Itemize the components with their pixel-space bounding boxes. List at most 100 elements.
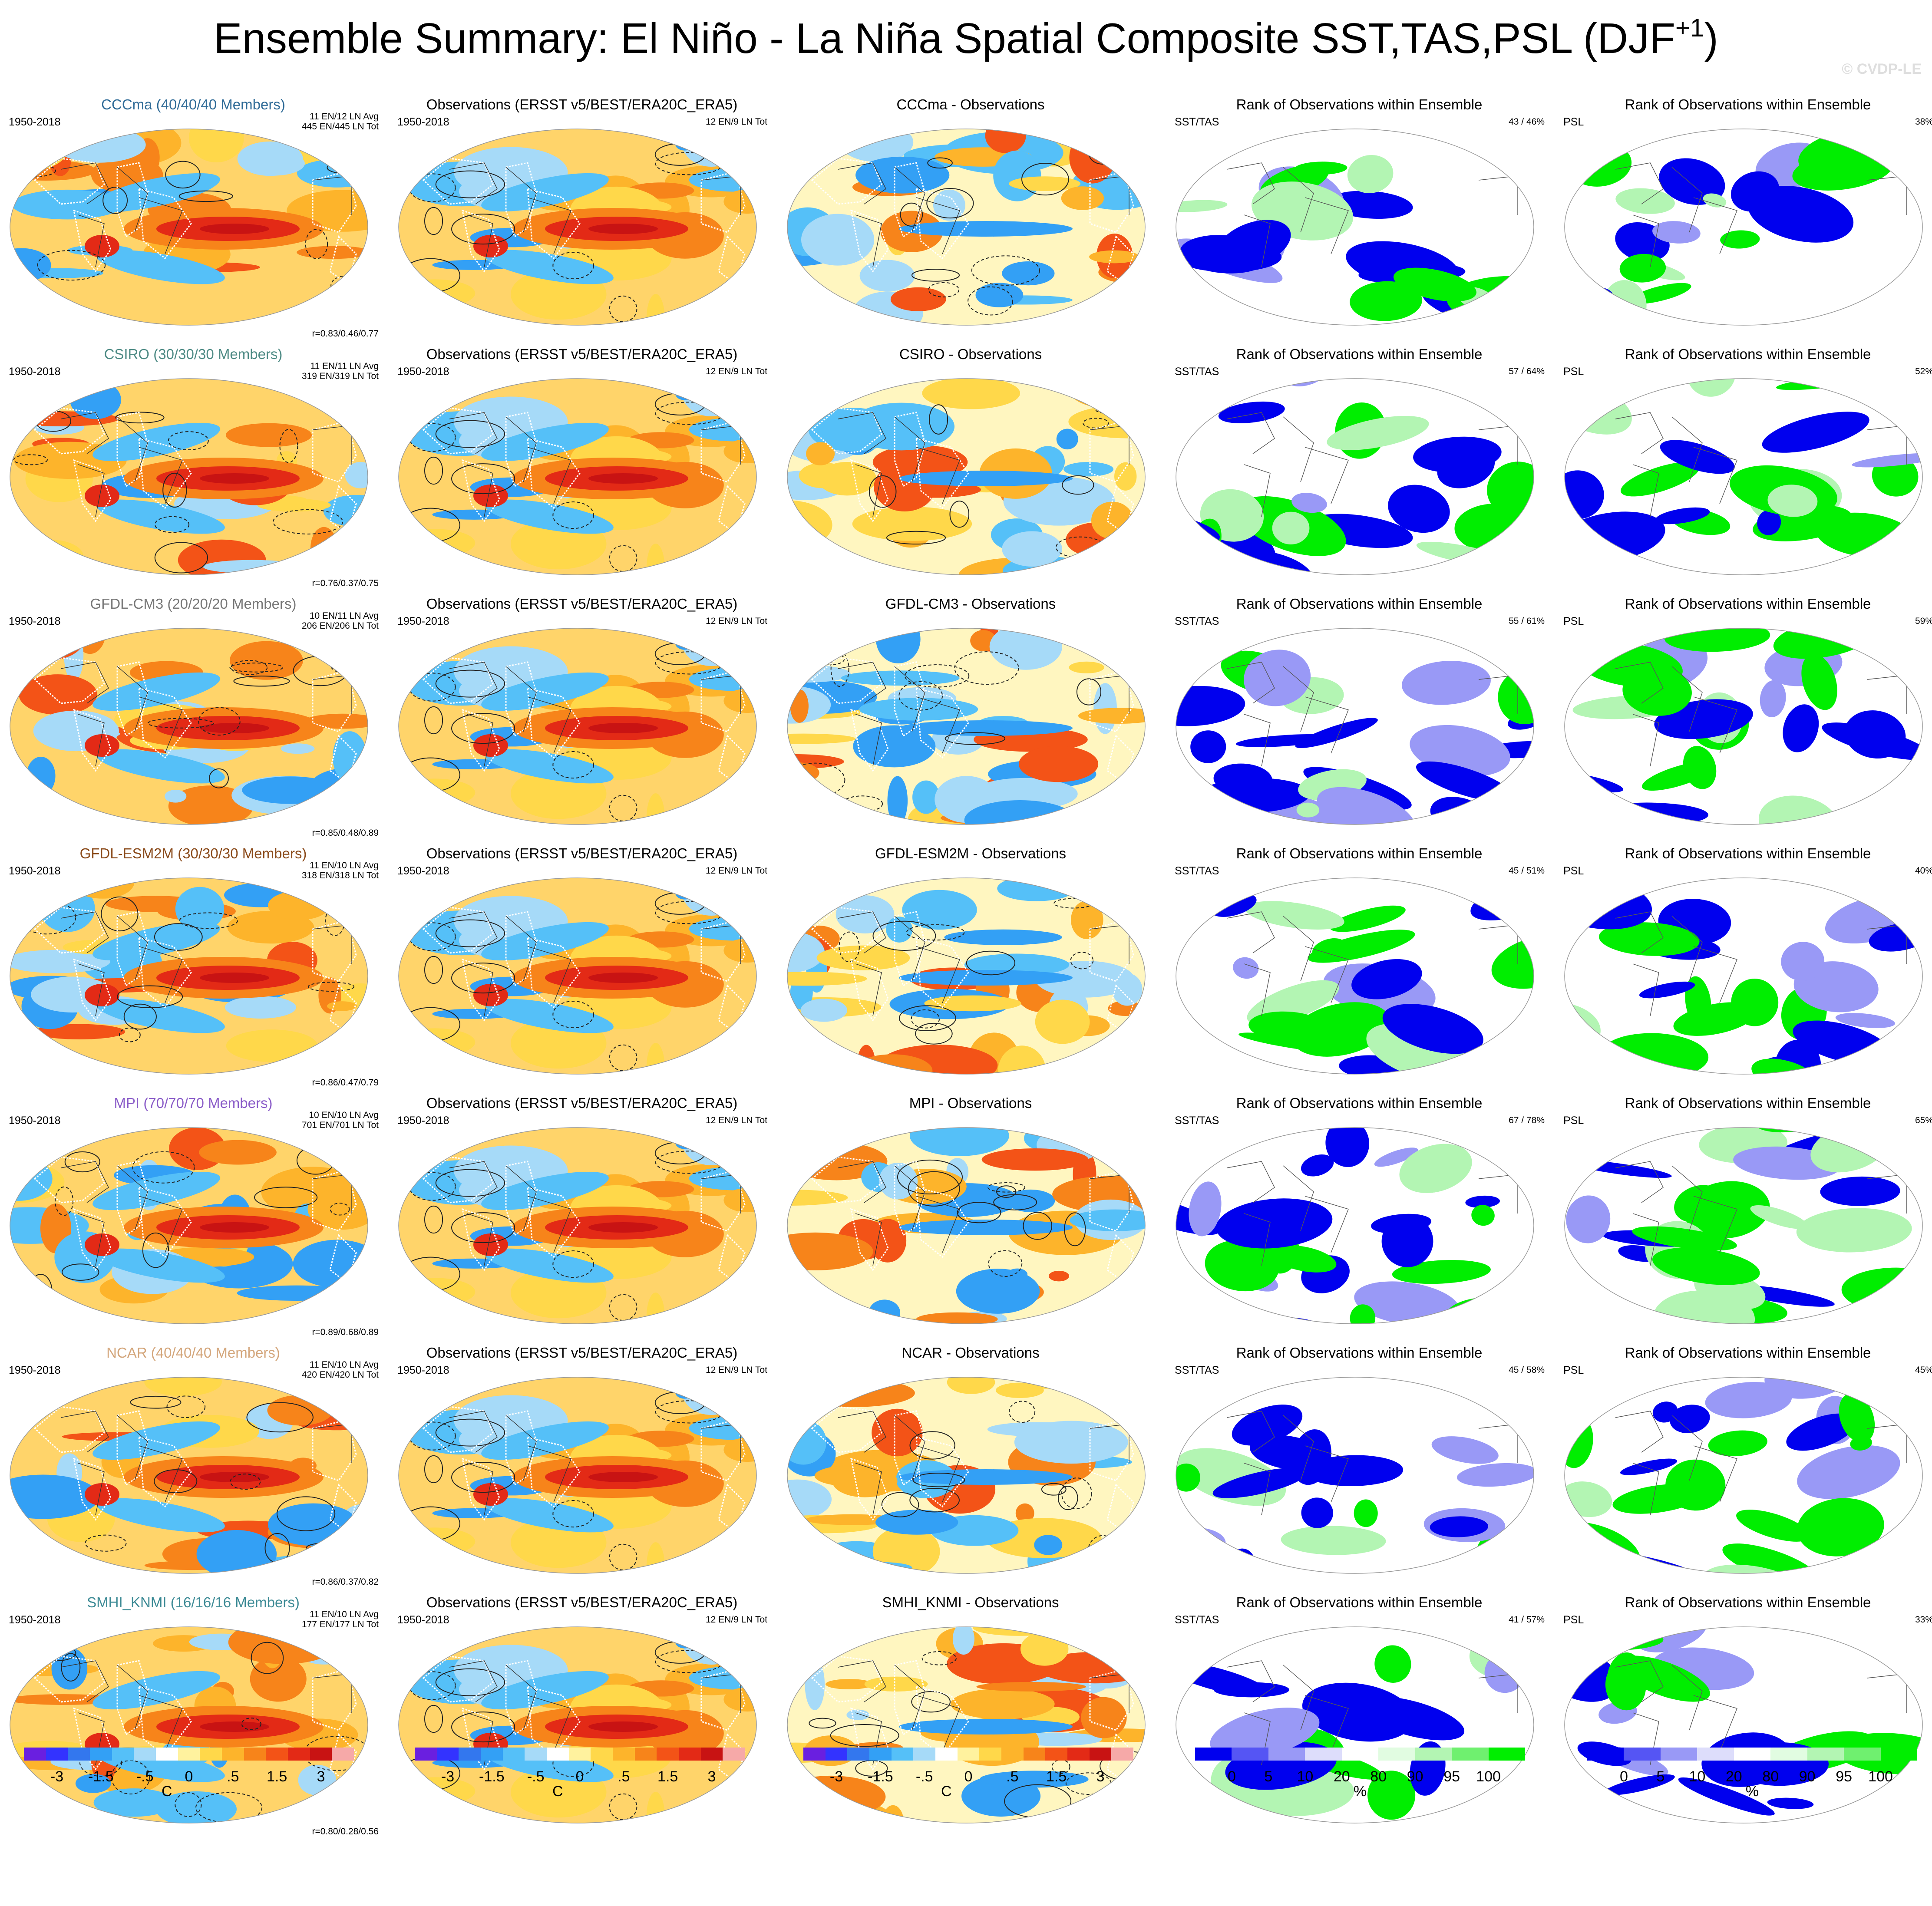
ensemble-map: [9, 1127, 369, 1325]
diff-map-graphic: [787, 628, 1146, 825]
variable-label: SST/TAS: [1175, 615, 1219, 627]
colorbar-tick-label: 5: [1264, 1768, 1273, 1785]
colorbar-swatch: [1624, 1748, 1661, 1761]
rank-percent: 45 / 51%: [1509, 866, 1545, 876]
period-label: 1950-2018: [9, 615, 61, 627]
colorbar-swatch: [1734, 1748, 1771, 1761]
colorbar-swatch: [90, 1748, 112, 1761]
observations-title: Observations (ERSST v5/BEST/ERA20C_ERA5): [426, 1345, 738, 1361]
ens-map-graphic: [10, 129, 368, 326]
difference-map: [786, 1127, 1146, 1325]
member-counts: 10 EN/10 LN Avg 701 EN/701 LN Tot: [302, 1110, 379, 1130]
observations-title: Observations (ERSST v5/BEST/ERA20C_ERA5): [426, 346, 738, 362]
observations-panel: Observations (ERSST v5/BEST/ERA20C_ERA5)…: [389, 343, 775, 594]
difference-map: [786, 1626, 1146, 1824]
colorbar-tick-label: -.5: [136, 1768, 154, 1785]
rank-percent: 40%: [1915, 866, 1932, 876]
rank-map-graphic: [1176, 129, 1534, 326]
diff-map-graphic: [787, 1127, 1146, 1324]
observations-panel: Observations (ERSST v5/BEST/ERA20C_ERA5)…: [389, 93, 775, 344]
colorbar-swatch: [415, 1748, 437, 1761]
watermark: © CVDP-LE: [1842, 61, 1922, 77]
ensemble-panel: SMHI_KNMI (16/16/16 Members) 1950-2018 11 …: [0, 1591, 386, 1842]
colorbar-swatch: [1067, 1748, 1090, 1761]
colorbar-swatch: [1844, 1748, 1881, 1761]
count-line: 11 EN/11 LN Avg: [310, 361, 379, 371]
diff-map-graphic: [787, 877, 1146, 1075]
ensemble-map: [9, 128, 369, 326]
colorbar-tick-label: 20: [1725, 1768, 1742, 1785]
observations-title: Observations (ERSST v5/BEST/ERA20C_ERA5): [426, 96, 738, 112]
ensemble-map: [9, 378, 369, 576]
ens-map-graphic: [10, 628, 368, 825]
colorbar-swatch: [310, 1748, 332, 1761]
ensemble-title: NCAR (40/40/40 Members): [106, 1345, 280, 1361]
rank-psl-map: [1563, 627, 1924, 825]
colorbar-swatch: [525, 1748, 547, 1761]
colorbar-tick-label: 10: [1689, 1768, 1706, 1785]
rank-psl-panel: Rank of Observations within Ensemble PSL 4…: [1555, 842, 1932, 1093]
colorbar-swatch: [679, 1748, 701, 1761]
colorbar-swatch: [935, 1748, 958, 1761]
rank-psl-map: [1563, 1376, 1924, 1574]
colorbar-boxes: [415, 1748, 745, 1761]
period-label: 1950-2018: [397, 116, 449, 128]
colorbar-tick-label: 1.5: [1046, 1768, 1067, 1785]
rank-percent: 55 / 61%: [1509, 616, 1545, 626]
difference-map: [786, 1376, 1146, 1574]
rank-map-graphic: [1564, 378, 1923, 575]
colorbar-swatch: [913, 1748, 936, 1761]
colorbar-swatch: [1378, 1748, 1415, 1761]
period-label: 1950-2018: [9, 366, 61, 378]
rank-map-graphic: [1564, 1127, 1923, 1324]
observation-counts: 12 EN/9 LN Tot: [705, 366, 767, 376]
ens-map-graphic: [10, 1127, 368, 1324]
rank-map-graphic: [1176, 378, 1534, 575]
colorbar-boxes: [1587, 1748, 1917, 1761]
rank-title: Rank of Observations within Ensemble: [1236, 1345, 1483, 1361]
colorbar-boxes: [1195, 1748, 1525, 1761]
count-line: 10 EN/10 LN Avg: [309, 1110, 379, 1120]
difference-panel: SMHI_KNMI - Observations: [777, 1591, 1164, 1842]
rank-psl-panel: Rank of Observations within Ensemble PSL 5…: [1555, 593, 1932, 843]
obs-map-graphic: [398, 378, 757, 575]
obs-map-graphic: [398, 129, 757, 326]
ensemble-map: [9, 1626, 369, 1824]
temperature-colorbar: -3 -1.5 -.5 0 .5 1.5 3 C: [803, 1748, 1134, 1813]
colorbar-swatch: [332, 1748, 354, 1761]
member-counts: 10 EN/11 LN Avg 206 EN/206 LN Tot: [302, 611, 379, 631]
colorbar-swatch: [266, 1748, 288, 1761]
observations-map: [397, 378, 758, 576]
obs-map-graphic: [398, 1377, 757, 1574]
count-line: 11 EN/12 LN Avg: [309, 112, 379, 122]
diff-map-graphic: [787, 1626, 1146, 1824]
observations-panel: Observations (ERSST v5/BEST/ERA20C_ERA5)…: [389, 1591, 775, 1842]
colorbar-tick-label: 0: [1227, 1768, 1236, 1785]
observations-panel: Observations (ERSST v5/BEST/ERA20C_ERA5)…: [389, 1092, 775, 1342]
rank-sst-panel: Rank of Observations within Ensemble SST/…: [1166, 1092, 1552, 1342]
observations-title: Observations (ERSST v5/BEST/ERA20C_ERA5): [426, 596, 738, 612]
observations-title: Observations (ERSST v5/BEST/ERA20C_ERA5): [426, 1095, 738, 1111]
pattern-correlation: r=0.76/0.37/0.75: [312, 578, 379, 588]
rank-title: Rank of Observations within Ensemble: [1236, 1095, 1483, 1111]
colorbar-unit: %: [1353, 1783, 1367, 1800]
ensemble-panel: CCCma (40/40/40 Members) 1950-2018 11 EN/1…: [0, 93, 386, 344]
rank-sst-panel: Rank of Observations within Ensemble SST/…: [1166, 93, 1552, 344]
difference-title: NCAR - Observations: [902, 1345, 1040, 1361]
rank-title: Rank of Observations within Ensemble: [1236, 346, 1483, 362]
colorbar-swatch: [68, 1748, 90, 1761]
rank-percent: 59%: [1915, 616, 1932, 626]
rank-sst-map: [1175, 1376, 1535, 1574]
count-line: 11 EN/10 LN Avg: [309, 1360, 379, 1370]
colorbar-swatch: [1880, 1748, 1917, 1761]
ensemble-panel: GFDL-CM3 (20/20/20 Members) 1950-2018 10 E…: [0, 593, 386, 843]
rank-sst-map: [1175, 877, 1535, 1075]
rank-title: Rank of Observations within Ensemble: [1236, 1594, 1483, 1610]
colorbar-tick-label: 80: [1762, 1768, 1779, 1785]
ensemble-title: SMHI_KNMI (16/16/16 Members): [87, 1594, 300, 1610]
colorbar-tick-label: 100: [1868, 1768, 1893, 1785]
difference-panel: MPI - Observations: [777, 1092, 1164, 1342]
difference-title: MPI - Observations: [909, 1095, 1032, 1111]
colorbar-swatch: [156, 1748, 178, 1761]
rank-sst-map: [1175, 1127, 1535, 1325]
